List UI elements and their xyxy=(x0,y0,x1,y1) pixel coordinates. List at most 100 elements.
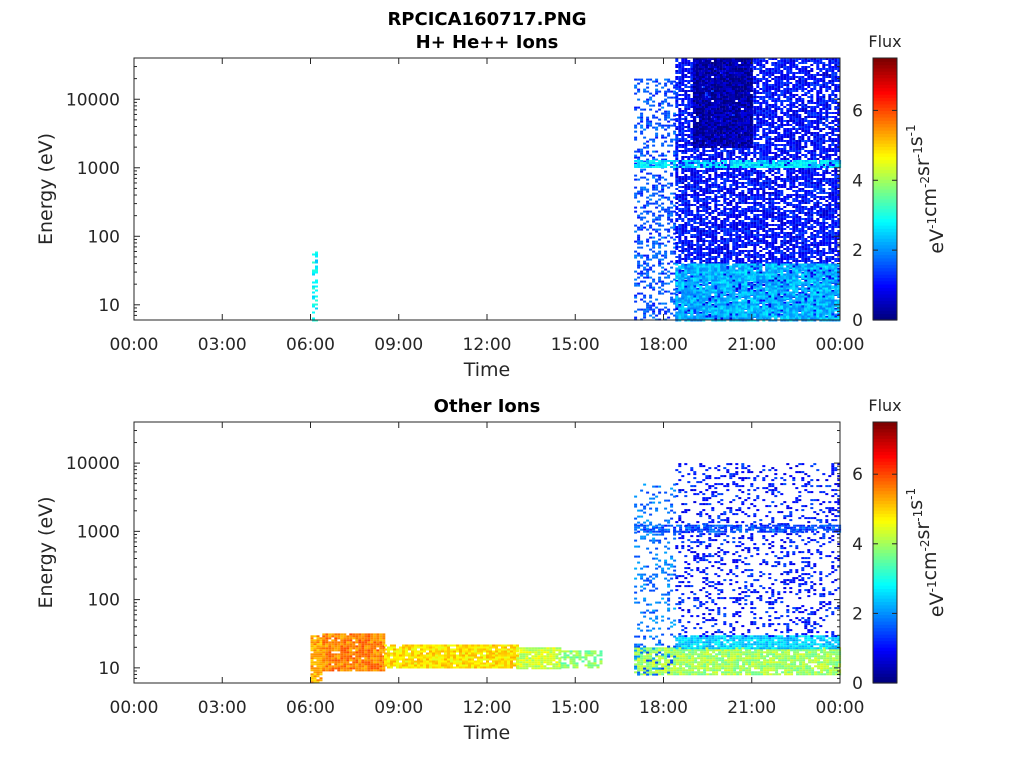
heatmap-cell xyxy=(738,246,742,248)
heatmap-cell xyxy=(801,84,805,86)
heatmap-cell xyxy=(708,178,712,180)
heatmap-cell xyxy=(750,192,754,194)
heatmap-cell xyxy=(690,74,694,76)
heatmap-cell xyxy=(792,134,796,136)
heatmap-cell xyxy=(789,132,793,134)
heatmap-cell xyxy=(762,156,766,158)
heatmap-cell xyxy=(640,108,644,111)
heatmap-cell xyxy=(658,258,662,261)
heatmap-cell xyxy=(693,156,697,158)
heatmap-cell xyxy=(750,196,754,198)
heatmap-cell xyxy=(690,114,694,116)
heatmap-cell xyxy=(675,128,679,130)
heatmap-cell xyxy=(690,106,694,108)
heatmap-cell xyxy=(795,100,799,102)
heatmap-cell xyxy=(765,120,769,122)
heatmap-cell xyxy=(789,138,793,140)
heatmap-cell xyxy=(798,118,802,120)
heatmap-cell xyxy=(684,244,688,246)
heatmap-cell xyxy=(658,108,662,111)
heatmap-cell xyxy=(771,192,775,194)
heatmap-cell xyxy=(723,200,727,202)
heatmap-cell xyxy=(741,226,745,228)
heatmap-cell xyxy=(678,200,682,202)
heatmap-cell xyxy=(795,216,799,218)
heatmap-cell xyxy=(684,146,688,148)
heatmap-cell xyxy=(762,100,766,102)
heatmap-cell xyxy=(678,238,682,240)
heatmap-cell xyxy=(655,240,659,243)
heatmap-cell xyxy=(667,234,671,237)
heatmap-cell xyxy=(780,158,784,160)
heatmap-cell xyxy=(634,178,638,181)
heatmap-cell xyxy=(696,206,700,208)
heatmap-cell xyxy=(720,188,724,190)
heatmap-cell xyxy=(646,304,650,307)
heatmap-cell xyxy=(756,230,760,232)
heatmap-cell xyxy=(735,252,739,254)
heatmap-cell xyxy=(795,178,799,180)
heatmap-cell xyxy=(789,134,793,136)
heatmap-cell xyxy=(807,86,811,88)
heatmap-cell xyxy=(744,250,748,252)
heatmap-cell xyxy=(675,260,679,262)
heatmap-cell xyxy=(678,160,682,162)
heatmap-cell xyxy=(658,278,662,281)
heatmap-cell xyxy=(744,256,748,258)
heatmap-cell xyxy=(777,236,781,238)
heatmap-cell xyxy=(783,228,787,230)
heatmap-cell xyxy=(771,100,775,102)
heatmap-cell xyxy=(711,156,715,158)
heatmap-cell xyxy=(684,208,688,210)
heatmap-cell xyxy=(774,132,778,134)
heatmap-cell xyxy=(795,224,799,226)
heatmap-cell xyxy=(798,230,802,232)
heatmap-cell xyxy=(786,234,790,236)
heatmap-cell xyxy=(705,172,709,174)
heatmap-cell xyxy=(795,76,799,78)
heatmap-cell xyxy=(798,196,802,198)
heatmap-cell xyxy=(649,202,653,205)
heatmap-cell xyxy=(777,248,781,250)
heatmap-cell xyxy=(678,130,682,132)
heatmap-cell xyxy=(729,202,733,204)
heatmap-cell xyxy=(738,158,742,160)
heatmap-cell xyxy=(801,194,805,196)
heatmap-cell xyxy=(795,86,799,88)
heatmap-cell xyxy=(637,116,641,119)
heatmap-cell xyxy=(789,254,793,256)
heatmap-cell xyxy=(741,210,745,212)
heatmap-cell xyxy=(795,226,799,228)
heatmap-cell xyxy=(771,186,775,188)
heatmap-cell xyxy=(675,294,679,296)
heatmap-cell xyxy=(717,148,721,150)
heatmap-cell xyxy=(756,116,760,118)
heatmap-cell xyxy=(771,78,775,80)
heatmap-cell xyxy=(649,294,653,297)
heatmap-cell xyxy=(723,222,727,224)
heatmap-cell xyxy=(693,204,697,206)
heatmap-cell xyxy=(786,290,790,292)
heatmap-cell xyxy=(756,214,760,216)
heatmap-cell xyxy=(658,124,662,127)
heatmap-cell xyxy=(771,152,775,154)
heatmap-cell xyxy=(765,226,769,228)
heatmap-cell xyxy=(756,252,760,254)
heatmap-cell xyxy=(723,208,727,210)
heatmap-cell xyxy=(678,230,682,232)
heatmap-cell xyxy=(687,206,691,208)
heatmap-cell xyxy=(687,182,691,184)
heatmap-cell xyxy=(720,194,724,196)
heatmap-cell xyxy=(798,158,802,160)
heatmap-cell xyxy=(681,152,685,154)
heatmap-cell xyxy=(708,262,712,264)
heatmap-cell xyxy=(765,212,769,214)
heatmap-cell xyxy=(777,214,781,216)
heatmap-cell xyxy=(765,74,769,76)
heatmap-cell xyxy=(634,250,638,253)
heatmap-cell xyxy=(762,148,766,150)
heatmap-cell xyxy=(714,232,718,234)
heatmap-cell xyxy=(783,152,787,154)
heatmap-cell xyxy=(768,256,772,258)
heatmap-cell xyxy=(762,236,766,238)
